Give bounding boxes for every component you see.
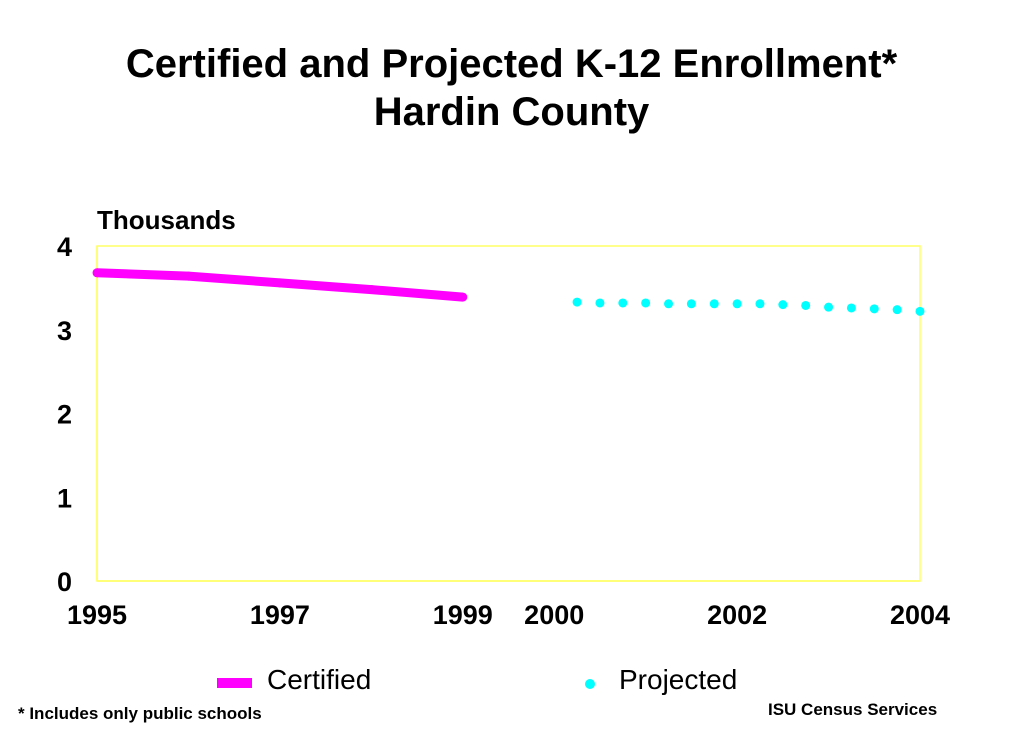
certified-point-1996	[183, 271, 193, 281]
projected-point-9	[778, 300, 788, 310]
x-tick-label-2000: 2000	[524, 600, 584, 630]
chart-title: Certified and Projected K-12 Enrollment*…	[0, 40, 1023, 136]
legend-projected-label: Projected	[619, 664, 737, 695]
projected-point-2	[618, 298, 628, 308]
certified-point-1998	[366, 285, 376, 295]
projected-point-7	[732, 299, 742, 309]
legend-certified-swatch	[217, 678, 252, 688]
projected-point-13	[869, 304, 879, 314]
y-tick-label-2: 2	[57, 400, 72, 430]
projected-point-15	[915, 306, 925, 316]
y-tick-label-3: 3	[57, 316, 72, 346]
projected-point-4	[664, 299, 674, 309]
projected-point-12	[846, 303, 856, 313]
x-tick-label-1997: 1997	[250, 600, 310, 630]
y-axis-label: Thousands	[97, 205, 236, 235]
footnote: * Includes only public schools	[18, 704, 262, 723]
certified-point-1999	[458, 292, 468, 302]
legend-certified-label: Certified	[267, 664, 371, 695]
projected-point-11	[824, 302, 834, 312]
legend-projected-swatch	[585, 679, 595, 689]
source-credit: ISU Census Services	[768, 700, 938, 719]
y-tick-label-0: 0	[57, 567, 72, 597]
x-tick-label-2002: 2002	[707, 600, 767, 630]
projected-point-8	[755, 299, 765, 309]
x-tick-label-2004: 2004	[890, 600, 950, 630]
x-tick-label-1999: 1999	[433, 600, 493, 630]
projected-point-14	[892, 305, 902, 315]
chart-title-line-1: Certified and Projected K-12 Enrollment*	[125, 42, 898, 86]
plot-area-border	[96, 245, 921, 582]
projected-point-10	[801, 300, 811, 310]
x-tick-label-1995: 1995	[67, 600, 127, 630]
projected-point-1	[595, 298, 605, 308]
chart-title-line-2: Hardin County	[373, 90, 650, 134]
projected-point-3	[641, 298, 651, 308]
projected-point-6	[709, 299, 719, 309]
y-tick-label-1: 1	[57, 483, 72, 513]
projected-point-5	[686, 299, 696, 309]
certified-point-1995	[92, 268, 102, 278]
projected-point-0	[572, 297, 582, 307]
y-tick-label-4: 4	[57, 232, 72, 262]
certified-point-1997	[275, 278, 285, 288]
